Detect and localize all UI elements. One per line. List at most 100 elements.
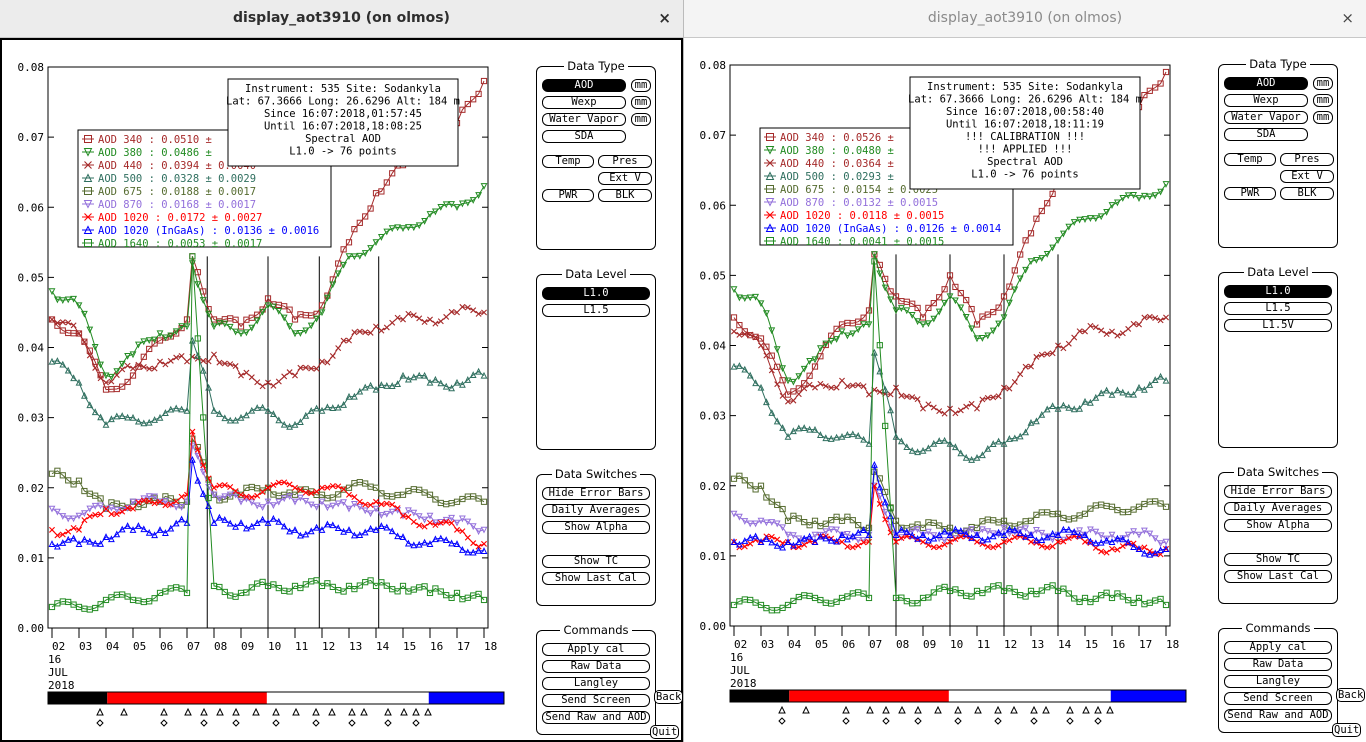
mm-button[interactable]: mm bbox=[631, 79, 651, 92]
data-level-l10-button[interactable]: L1.0 bbox=[542, 287, 650, 300]
pwr-button[interactable]: PWR bbox=[1224, 187, 1276, 200]
pwr-button[interactable]: PWR bbox=[542, 189, 594, 202]
raw-data-button[interactable]: Raw Data bbox=[542, 660, 650, 673]
x-marker bbox=[432, 522, 439, 529]
series-line bbox=[51, 256, 485, 611]
x-marker bbox=[984, 543, 991, 550]
window-titlebar[interactable]: display_aot3910 (on olmos) × bbox=[0, 0, 683, 38]
x-marker bbox=[1082, 538, 1088, 545]
show-last-cal-button[interactable]: Show Last Cal bbox=[1224, 570, 1332, 583]
close-icon[interactable]: × bbox=[1341, 9, 1354, 27]
data-level-l15-button[interactable]: L1.5 bbox=[542, 304, 650, 317]
commands-panel-title: Commands bbox=[537, 623, 655, 637]
data-type-wexp-button[interactable]: Wexp bbox=[1224, 94, 1308, 107]
temp-button[interactable]: Temp bbox=[1224, 153, 1276, 166]
square-marker bbox=[335, 491, 342, 498]
data-level-l15v-button[interactable]: L1.5V bbox=[1224, 319, 1332, 332]
data-type-aod-button[interactable]: AOD bbox=[542, 79, 626, 92]
square-marker bbox=[351, 226, 358, 233]
daily-averages-button[interactable]: Daily Averages bbox=[1224, 502, 1332, 515]
mm-button[interactable]: mm bbox=[1313, 77, 1333, 90]
send-screen-button[interactable]: Send Screen bbox=[1224, 692, 1332, 705]
square-marker bbox=[1081, 510, 1089, 517]
apply-cal-button[interactable]: Apply cal bbox=[542, 643, 650, 656]
triangle-down-marker bbox=[773, 346, 781, 354]
mm-button[interactable]: mm bbox=[631, 96, 651, 109]
square-marker bbox=[1006, 585, 1013, 592]
pres-button[interactable]: Pres bbox=[1280, 153, 1334, 166]
send-screen-button[interactable]: Send Screen bbox=[542, 694, 650, 707]
x-marker bbox=[1092, 544, 1099, 551]
data-level-l15-button[interactable]: L1.5 bbox=[1224, 302, 1332, 315]
langley-button[interactable]: Langley bbox=[1224, 675, 1332, 688]
hide-error-bars-button[interactable]: Hide Error Bars bbox=[1224, 485, 1332, 498]
square-marker bbox=[828, 517, 835, 524]
mm-button[interactable]: mm bbox=[631, 113, 651, 126]
quit-button[interactable]: Quit bbox=[650, 725, 680, 739]
data-type-sda-button[interactable]: SDA bbox=[542, 130, 626, 143]
triangle-down-marker bbox=[410, 224, 418, 232]
blk-button[interactable]: BLK bbox=[1280, 187, 1334, 200]
window-titlebar[interactable]: display_aot3910 (on olmos) × bbox=[684, 0, 1366, 38]
show-alpha-button[interactable]: Show Alpha bbox=[542, 521, 650, 534]
triangle-down-marker bbox=[930, 532, 938, 540]
blk-button[interactable]: BLK bbox=[598, 189, 652, 202]
triangle-up-marker bbox=[833, 537, 841, 545]
back-button[interactable]: Back bbox=[1336, 688, 1366, 702]
send-raw-and-aod-button[interactable]: Send Raw and AOD bbox=[1224, 709, 1332, 722]
triangle-up-marker bbox=[1092, 539, 1100, 547]
x-marker bbox=[319, 358, 325, 365]
date-label: JUL bbox=[48, 666, 68, 679]
ext-v-button[interactable]: Ext V bbox=[598, 172, 652, 185]
quit-button[interactable]: Quit bbox=[1332, 723, 1362, 737]
data-type-water-vapor-button[interactable]: Water Vapor bbox=[1224, 111, 1308, 124]
triangle-up-marker bbox=[1108, 390, 1116, 398]
raw-data-button[interactable]: Raw Data bbox=[1224, 658, 1332, 671]
show-alpha-button[interactable]: Show Alpha bbox=[1224, 519, 1332, 532]
daily-averages-button[interactable]: Daily Averages bbox=[542, 504, 650, 517]
x-marker bbox=[211, 484, 217, 491]
back-button[interactable]: Back bbox=[654, 690, 683, 704]
diamond-marker bbox=[882, 717, 890, 725]
square-marker bbox=[356, 582, 363, 589]
x-marker bbox=[216, 359, 223, 366]
send-raw-and-aod-button[interactable]: Send Raw and AOD bbox=[542, 711, 650, 724]
mm-button[interactable]: mm bbox=[1313, 94, 1333, 107]
data-type-sda-button[interactable]: SDA bbox=[1224, 128, 1308, 141]
ext-v-button[interactable]: Ext V bbox=[1280, 170, 1334, 183]
data-type-water-vapor-button[interactable]: Water Vapor bbox=[542, 113, 626, 126]
square-marker bbox=[81, 338, 88, 345]
triangle-down-marker bbox=[313, 315, 321, 323]
triangle-down-marker bbox=[1097, 532, 1105, 540]
close-icon[interactable]: × bbox=[658, 9, 671, 27]
data-level-l10-button[interactable]: L1.0 bbox=[1224, 285, 1332, 298]
x-marker bbox=[308, 365, 315, 372]
hide-error-bars-button[interactable]: Hide Error Bars bbox=[542, 487, 650, 500]
data-type-aod-button[interactable]: AOD bbox=[1224, 77, 1308, 90]
x-marker bbox=[270, 482, 277, 489]
triangle-down-marker bbox=[860, 321, 868, 329]
triangle-up-marker bbox=[107, 415, 115, 423]
square-marker bbox=[1000, 517, 1008, 524]
temp-button[interactable]: Temp bbox=[542, 155, 594, 168]
show-tc-button[interactable]: Show TC bbox=[1224, 553, 1332, 566]
x-marker bbox=[113, 372, 120, 379]
x-tick-label: 12 bbox=[1004, 638, 1017, 651]
x-marker bbox=[1087, 322, 1094, 329]
show-tc-button[interactable]: Show TC bbox=[542, 555, 650, 568]
date-label: JUL bbox=[730, 664, 750, 677]
triangle-down-marker bbox=[973, 335, 981, 343]
colorbar-segment bbox=[789, 690, 949, 702]
legend-entry: AOD 500 : 0.0328 ± 0.0029 bbox=[98, 173, 256, 185]
data-type-wexp-button[interactable]: Wexp bbox=[542, 96, 626, 109]
pres-button[interactable]: Pres bbox=[598, 155, 652, 168]
langley-button[interactable]: Langley bbox=[542, 677, 650, 690]
mm-button[interactable]: mm bbox=[1313, 111, 1333, 124]
triangle-down-marker bbox=[789, 532, 797, 540]
x-tick-label: 04 bbox=[106, 640, 120, 653]
show-last-cal-button[interactable]: Show Last Cal bbox=[542, 572, 650, 585]
x-marker bbox=[470, 540, 477, 547]
apply-cal-button[interactable]: Apply cal bbox=[1224, 641, 1332, 654]
triangle-down-marker bbox=[102, 372, 110, 380]
triangle-up-marker bbox=[199, 490, 207, 497]
